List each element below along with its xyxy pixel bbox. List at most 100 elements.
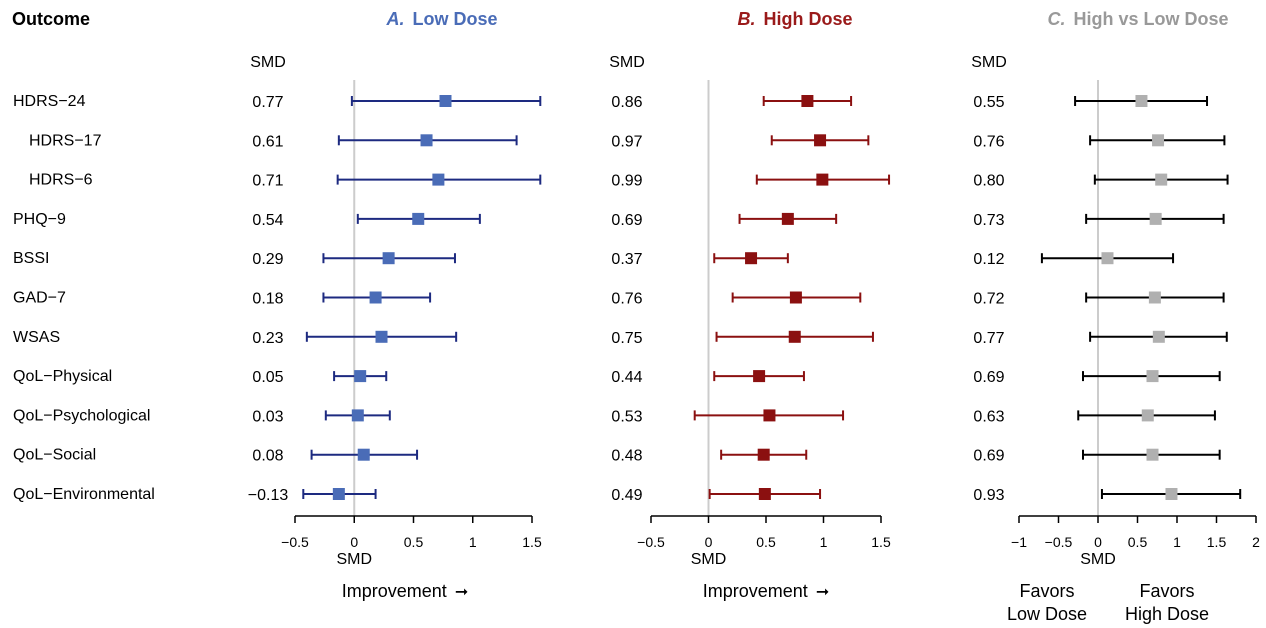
point-estimate-marker [369,291,382,304]
panel-letter: B. [737,9,755,29]
improvement-label: Improvement [703,581,808,601]
outcome-label: HDRS−6 [29,172,93,189]
favors-high-dose-label: Favors [1139,581,1194,601]
x-tick-label: −1 [1011,534,1027,550]
point-estimate-marker [788,330,801,343]
smd-value-label: 0.12 [973,251,1004,268]
smd-value-label: 0.37 [611,251,642,268]
smd-value-label: 0.69 [973,369,1004,386]
panel-title-text: High vs Low Dose [1073,9,1228,29]
outcome-label: PHQ−9 [13,211,66,228]
outcome-label: HDRS−17 [29,132,102,149]
point-estimate-marker [789,291,802,304]
outcome-labels: HDRS−24 HDRS−17 HDRS−6 PHQ−9 BSSI GAD−7 WSAS Qo… [13,93,155,503]
panel-a: A. Low Dose SMD 0.77 0.61 0.71 0.54 0.29 0.18 0.2… [248,9,542,601]
panel-letter: A. [385,9,404,29]
panel-letter: C. [1047,9,1065,29]
point-estimate-marker [1152,330,1165,343]
smd-value-label: 0.08 [252,448,283,465]
x-tick-label: 0 [350,534,358,550]
smd-value-label: 0.03 [252,408,283,425]
panel-title-text: Low Dose [412,9,497,29]
smd-value-label: 0.53 [611,408,642,425]
x-tick-label: 0 [705,534,713,550]
panels: A. Low Dose SMD 0.77 0.61 0.71 0.54 0.29 0.18 0.2… [248,9,1260,624]
x-tick-label: −0.5 [1045,534,1073,550]
smd-value-label: 0.69 [611,212,642,229]
improvement-label: Improvement [342,581,447,601]
x-tick-label: 0 [1094,534,1102,550]
right-arrow-icon: ➞ [455,584,468,601]
smd-value-label: 0.97 [611,133,642,150]
point-estimate-marker [1101,252,1114,265]
point-estimate-marker [753,370,766,383]
favors-high-dose-label: High Dose [1125,604,1209,624]
smd-value-label: 0.55 [973,94,1004,111]
panel-c: C. High vs Low Dose SMD 0.55 0.76 0.80 0.73 0.1… [971,9,1260,624]
improvement-footer: Improvement ➞ [703,581,829,601]
outcome-label: QoL−Psychological [13,407,150,424]
smd-value-label: 0.71 [252,173,283,190]
point-estimate-marker [354,370,367,383]
outcome-column-header: Outcome [12,9,90,29]
x-tick-label: −0.5 [637,534,665,550]
outcome-label: QoL−Social [13,447,96,464]
point-estimate-marker [745,252,758,265]
point-estimate-marker [814,134,827,147]
panel-b: B. High Dose SMD 0.86 0.97 0.99 0.69 0.37 0.76 0.… [609,9,891,601]
point-estimate-marker [763,409,776,422]
point-estimate-marker [412,212,425,225]
smd-value-label: 0.18 [252,291,283,308]
improvement-footer: Improvement ➞ [342,581,468,601]
x-tick-label: 2 [1252,534,1260,550]
smd-value-label: 0.49 [611,487,642,504]
smd-column-header: SMD [250,54,286,71]
smd-column-header: SMD [609,54,645,71]
x-tick-label: 1 [820,534,828,550]
point-estimate-marker [1155,173,1168,186]
outcome-label: WSAS [13,329,60,346]
smd-value-label: 0.80 [973,173,1004,190]
smd-value-label: 0.05 [252,369,283,386]
point-estimate-marker [1141,409,1154,422]
x-tick-label: 1 [1173,534,1181,550]
point-estimate-marker [1135,95,1148,107]
smd-value-label: −0.13 [248,487,289,504]
outcome-label: BSSI [13,250,49,267]
x-tick-label: 0.5 [404,534,424,550]
point-estimate-marker [1146,448,1159,461]
point-estimate-marker [781,212,794,225]
smd-column-header: SMD [971,54,1007,71]
smd-value-label: 0.76 [973,133,1004,150]
x-tick-label: 1.5 [871,534,891,550]
panel-title: C. High vs Low Dose [1047,9,1228,29]
right-arrow-icon: ➞ [816,584,829,601]
point-estimate-marker [1149,212,1162,225]
smd-value-label: 0.69 [973,448,1004,465]
point-estimate-marker [420,134,433,147]
x-tick-label: −0.5 [281,534,309,550]
favors-low-dose-label: Low Dose [1007,604,1087,624]
point-estimate-marker [801,95,814,107]
smd-value-label: 0.63 [973,408,1004,425]
outcome-label: QoL−Environmental [13,486,155,503]
point-estimate-marker [382,252,395,265]
smd-value-label: 0.61 [252,133,283,150]
x-axis-title: SMD [691,551,727,568]
point-estimate-marker [351,409,364,422]
smd-value-label: 0.93 [973,487,1004,504]
panel-title-text: High Dose [763,9,852,29]
point-estimate-marker [375,330,388,343]
smd-value-label: 0.77 [973,330,1004,347]
smd-value-label: 0.99 [611,173,642,190]
smd-value-label: 0.48 [611,448,642,465]
smd-value-label: 0.75 [611,330,642,347]
point-estimate-marker [332,488,345,500]
point-estimate-marker [1165,488,1178,500]
favors-low-dose-label: Favors [1019,581,1074,601]
smd-value-label: 0.76 [611,291,642,308]
point-estimate-marker [1148,291,1161,304]
smd-value-label: 0.77 [252,94,283,111]
outcome-label: QoL−Physical [13,368,112,385]
